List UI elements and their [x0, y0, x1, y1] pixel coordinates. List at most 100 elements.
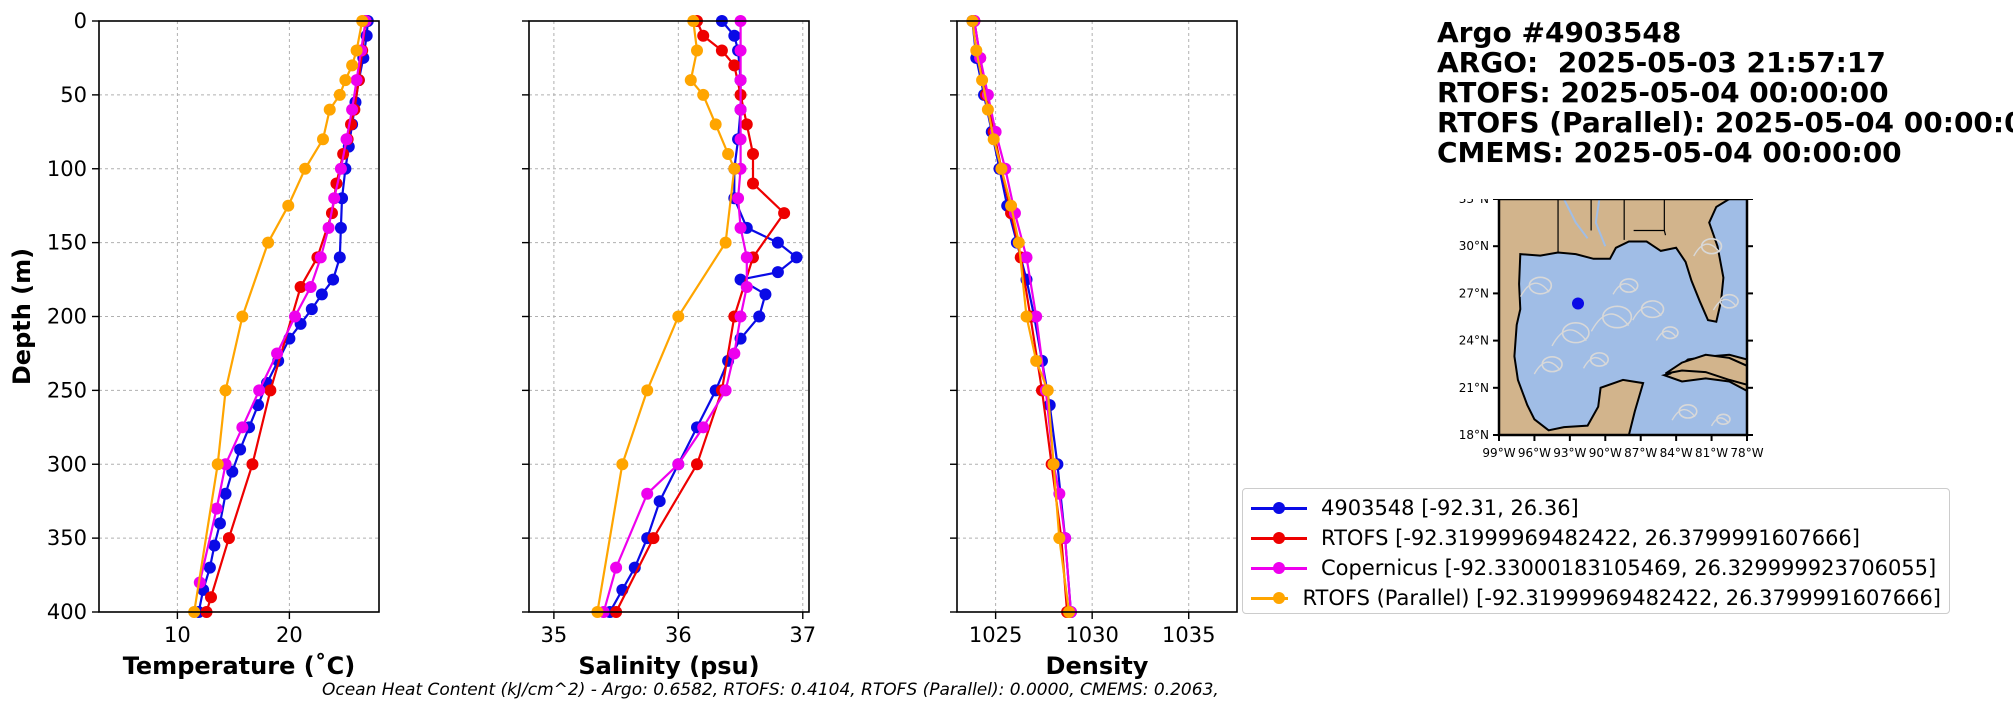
data-point-rtofs_parallel [236, 310, 249, 323]
lat-label: 18°N [1459, 428, 1489, 442]
data-point-copernicus [734, 310, 747, 323]
legend-entry-copernicus: Copernicus [-92.33000183105469, 26.32999… [1251, 553, 1941, 583]
legend-entry-rtofs: RTOFS [-92.31999969482422, 26.3799991607… [1251, 523, 1941, 553]
data-point-rtofs_parallel [262, 236, 275, 249]
data-point-rtofs [647, 532, 660, 545]
lon-label: 99°W [1482, 446, 1515, 460]
lat-label: 27°N [1459, 286, 1489, 300]
depth-axis-label: Depth (m) [8, 248, 36, 385]
data-point-copernicus [734, 74, 747, 87]
x-tick-label: 1025 [969, 623, 1022, 647]
data-point-rtofs [728, 59, 741, 72]
data-point-rtofs_parallel [219, 384, 232, 397]
data-point-argo [753, 310, 766, 323]
data-point-copernicus [322, 221, 335, 234]
lon-label: 78°W [1730, 446, 1763, 460]
y-tick-label: 400 [47, 600, 87, 624]
x-tick-label: 37 [789, 623, 816, 647]
data-point-copernicus [697, 421, 710, 434]
location-map: 33°N 30°N 27°N 24°N 21°N 18°N 99°W 96°W 93°W 90°W… [1449, 192, 1779, 468]
float-position-marker [1572, 297, 1585, 310]
data-point-copernicus [1030, 310, 1043, 323]
x-tick-label: 1035 [1162, 623, 1215, 647]
data-point-rtofs_parallel [1005, 199, 1018, 212]
current-streamline [1655, 330, 1677, 341]
salinity-axis-label: Salinity (psu) [578, 652, 759, 680]
data-point-copernicus [719, 384, 732, 397]
data-point-rtofs [778, 207, 791, 220]
data-point-argo [208, 539, 221, 552]
data-point-copernicus [340, 133, 353, 146]
current-streamline [1710, 417, 1730, 427]
data-point-copernicus [236, 421, 249, 434]
map-svg: 33°N 30°N 27°N 24°N 21°N 18°N 99°W 96°W 93°W 90°W… [1459, 192, 1764, 460]
data-point-rtofs_parallel [995, 162, 1008, 175]
temperature-axis-label: Temperature (˚C) [123, 652, 356, 680]
header-block: Argo #4903548 ARGO: 2025-05-03 21:57:17 RT… [1437, 18, 2013, 168]
data-point-rtofs [747, 147, 759, 160]
lon-label: 81°W [1695, 446, 1728, 460]
data-point-copernicus [210, 502, 223, 515]
x-tick-label: 35 [541, 623, 568, 647]
y-tick-label: 350 [47, 526, 87, 550]
data-point-copernicus [740, 280, 753, 293]
ocean-heat-content-note: Ocean Heat Content (kJ/cm^2) - Argo: 0.6… [322, 680, 1219, 700]
data-point-copernicus [346, 103, 359, 116]
current-streamline [1612, 283, 1637, 295]
data-point-rtofs_parallel [709, 118, 722, 131]
data-point-rtofs_parallel [719, 236, 732, 249]
data-point-rtofs [294, 280, 307, 293]
data-point-argo [219, 487, 232, 500]
data-point-argo [790, 251, 803, 264]
legend-label: 4903548 [-92.31, 26.36] [1321, 496, 1579, 520]
y-tick-label: 250 [47, 378, 87, 402]
map-frame [1497, 197, 1749, 437]
legend-marker [1251, 498, 1307, 518]
current-streamline [1671, 408, 1696, 421]
y-tick-label: 300 [47, 452, 87, 476]
data-point-argo [234, 443, 247, 456]
lat-label: 33°N [1459, 199, 1489, 206]
data-point-rtofs [205, 591, 217, 604]
x-tick-label: 1030 [1065, 623, 1118, 647]
data-point-rtofs_parallel [641, 384, 654, 397]
data-point-rtofs_parallel [697, 88, 710, 101]
data-point-copernicus [740, 251, 753, 264]
x-tick-label: 36 [665, 623, 692, 647]
data-point-copernicus [610, 561, 623, 574]
river [1563, 198, 1589, 239]
salinity-panel: 35 36 37 Salinity (psu) [522, 15, 816, 680]
y-tick-label: 100 [47, 157, 87, 181]
data-point-argo [333, 251, 346, 264]
series-line-rtofs [973, 20, 1069, 613]
x-tick-label: 20 [276, 623, 303, 647]
data-point-rtofs_parallel [970, 44, 983, 57]
data-point-copernicus [672, 458, 685, 471]
argo-time: ARGO: 2025-05-03 21:57:17 [1437, 46, 1886, 79]
data-point-copernicus [271, 347, 284, 360]
lat-label: 30°N [1459, 239, 1489, 253]
data-point-argo [213, 517, 226, 530]
data-point-rtofs_parallel [346, 59, 359, 72]
data-point-copernicus [253, 384, 266, 397]
y-tick-label: 150 [47, 231, 87, 255]
current-streamline [1582, 357, 1607, 369]
data-point-copernicus [728, 347, 741, 360]
lon-label: 84°W [1660, 446, 1693, 460]
data-point-rtofs_parallel [722, 147, 735, 160]
lon-label: 93°W [1553, 446, 1586, 460]
data-point-rtofs_parallel [1041, 384, 1054, 397]
data-point-rtofs [740, 118, 753, 131]
current-streamline [1590, 313, 1630, 332]
data-point-rtofs [715, 44, 728, 57]
data-point-argo [334, 221, 347, 234]
data-point-rtofs_parallel [1020, 310, 1033, 323]
data-point-copernicus [641, 487, 654, 500]
data-point-copernicus [734, 221, 747, 234]
data-point-copernicus [1020, 251, 1033, 264]
data-point-rtofs_parallel [728, 162, 741, 175]
data-point-rtofs_parallel [1012, 236, 1025, 249]
density-panel: 1025 1030 1035 Density [950, 15, 1238, 680]
rtofs-parallel-time: RTOFS (Parallel): 2025-05-04 00:00:00 [1437, 106, 2013, 139]
